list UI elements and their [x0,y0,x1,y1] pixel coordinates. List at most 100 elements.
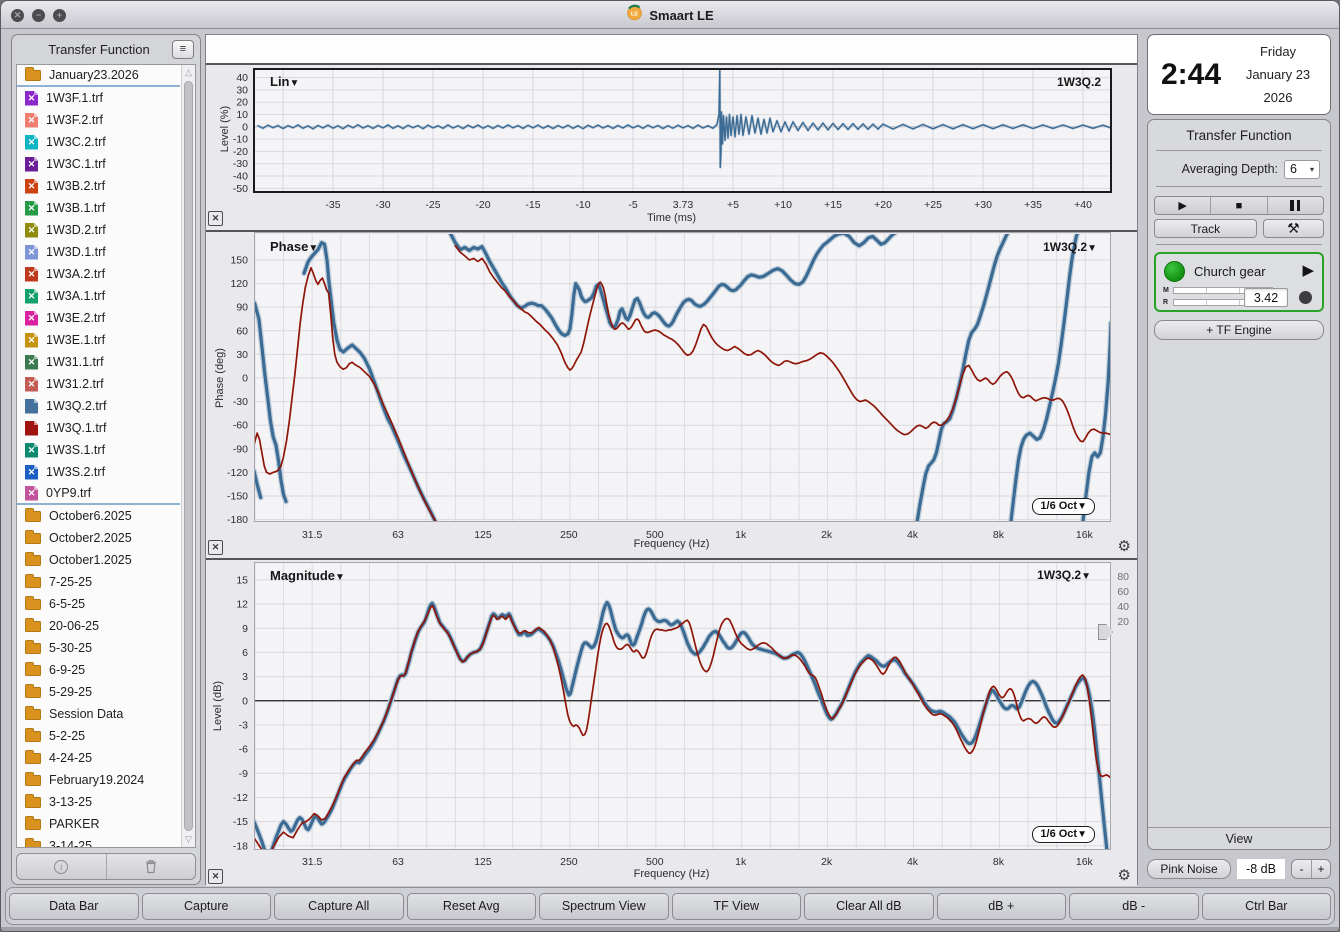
folder-icon [25,727,41,742]
list-item-folder[interactable]: 20-06-25 [17,615,180,637]
phase-chart-type-dropdown[interactable]: Phase▼ [270,239,319,254]
list-item-file[interactable]: ✕ 1W3B.2.trf [17,175,180,197]
list-item-folder[interactable]: October2.2025 [17,527,180,549]
lin-close-button[interactable]: ✕ [208,211,223,226]
close-window-icon[interactable]: ✕ [11,9,24,22]
list-item-file[interactable]: ✕ 1W31.1.trf [17,351,180,373]
list-item-file[interactable]: ✕ 1W3F.2.trf [17,109,180,131]
scroll-down-icon[interactable]: ▽ [185,834,192,844]
magnitude-close-button[interactable]: ✕ [208,869,223,884]
toolbar-button-db-[interactable]: dB - [1069,892,1199,920]
phase-octave-dropdown[interactable]: 1/6 Oct▼ [1032,498,1095,515]
svg-text:4k: 4k [907,856,919,868]
track-button[interactable]: Track [1154,219,1257,238]
folder-icon [25,771,41,786]
phase-chart[interactable]: 150 120 90 60 30 0 -30 -60 -90 -120 -150 -180 31.5 63… [206,232,1139,558]
list-item-file[interactable]: ✕ 1W3S.1.trf [17,439,180,461]
trf-file-icon [25,420,38,436]
view-button[interactable]: View [1148,827,1330,849]
phase-xlabel: Frequency (Hz) [633,538,710,550]
toolbar-button-data-bar[interactable]: Data Bar [9,892,139,920]
list-item-file[interactable]: 1W3Q.2.trf [17,395,180,417]
scroll-up-icon[interactable]: △ [185,67,192,77]
delete-button[interactable] [105,854,196,879]
svg-text:40: 40 [236,72,248,84]
minimize-window-icon[interactable]: − [32,9,45,22]
folder-icon [25,815,41,830]
tf-engine-church-gear[interactable]: Church gear ▶ M R 3.42 [1154,252,1324,312]
list-item-folder[interactable]: February19.2024 [17,769,180,791]
play-button[interactable]: ▶ [1155,197,1210,214]
magnitude-octave-dropdown[interactable]: 1/6 Oct▼ [1032,826,1095,843]
list-item-folder[interactable]: 7-25-25 [17,571,180,593]
info-button[interactable]: i [17,854,106,879]
list-item-file[interactable]: ✕ 1W31.2.trf [17,373,180,395]
level-minus-button[interactable]: - [1299,862,1304,876]
list-item-file[interactable]: ✕ 1W3B.1.trf [17,197,180,219]
folder-icon [25,639,41,654]
list-item-folder[interactable]: October6.2025 [17,505,180,527]
list-item-file[interactable]: ✕ 1W3D.1.trf [17,241,180,263]
toolbar-button-db-[interactable]: dB + [936,892,1066,920]
lin-chart-type-dropdown[interactable]: Lin▼ [270,74,300,89]
list-item-folder[interactable]: 3-13-25 [17,791,180,813]
list-item-file[interactable]: ✕ 1W3D.2.trf [17,219,180,241]
list-item-file[interactable]: ✕ 1W3C.2.trf [17,131,180,153]
list-item-file[interactable]: ✕ 1W3A.1.trf [17,285,180,307]
toolbar-button-ctrl-bar[interactable]: Ctrl Bar [1201,892,1331,920]
phase-close-button[interactable]: ✕ [208,540,223,555]
list-item-folder[interactable]: PARKER [17,813,180,835]
engine-delay-value[interactable]: 3.42 [1244,288,1288,307]
list-item-file[interactable]: ✕ 1W3E.2.trf [17,307,180,329]
magnitude-chart-type-dropdown[interactable]: Magnitude▼ [270,568,345,583]
right-scale-slider[interactable] [1098,624,1113,640]
file-list-scrollbar[interactable]: △ ▽ [181,65,195,847]
scrollbar-thumb[interactable] [184,81,193,831]
magnitude-settings-gear-icon[interactable]: ⚙ [1117,867,1131,884]
toolbar-button-spectrum-view[interactable]: Spectrum View [539,892,669,920]
pause-button[interactable] [1266,197,1323,214]
toolbar-button-clear-all-db[interactable]: Clear All dB [804,892,934,920]
tools-button[interactable]: ⚒ [1262,219,1324,238]
list-item-file[interactable]: ✕ 1W3A.2.trf [17,263,180,285]
averaging-depth-select[interactable]: 6 ▾ [1284,159,1320,179]
list-item-folder[interactable]: 5-2-25 [17,725,180,747]
zoom-window-icon[interactable]: + [53,9,66,22]
list-item-folder[interactable]: Session Data [17,703,180,725]
list-item-folder[interactable]: 6-5-25 [17,593,180,615]
toolbar-button-capture[interactable]: Capture [141,892,271,920]
sidebar-menu-button[interactable]: ≡ [172,39,194,59]
pink-noise-button[interactable]: Pink Noise [1147,859,1231,879]
list-item-file[interactable]: 1W3Q.1.trf [17,417,180,439]
list-item-folder[interactable]: 3-14-25 [17,835,180,847]
list-item-file[interactable]: ✕ 1W3F.1.trf [17,87,180,109]
svg-text:LE: LE [631,11,638,17]
list-item-folder[interactable]: 5-29-25 [17,681,180,703]
toolbar-button-tf-view[interactable]: TF View [671,892,801,920]
svg-text:12: 12 [236,599,248,611]
engine-play-icon[interactable]: ▶ [1302,262,1314,279]
list-item-file[interactable]: ✕ 1W3E.1.trf [17,329,180,351]
toolbar-button-capture-all[interactable]: Capture All [274,892,404,920]
list-item-folder[interactable]: 5-30-25 [17,637,180,659]
magnitude-trace-dropdown[interactable]: 1W3Q.2▼ [1037,568,1091,582]
list-item-file[interactable]: ✕ 0YP9.trf [17,483,180,505]
add-tf-engine-button[interactable]: + TF Engine [1154,320,1324,340]
list-item-folder[interactable]: 6-9-25 [17,659,180,681]
phase-trace-dropdown[interactable]: 1W3Q.2▼ [1043,240,1097,254]
svg-text:-18: -18 [233,840,248,852]
list-item-folder[interactable]: October1.2025 [17,549,180,571]
phase-settings-gear-icon[interactable]: ⚙ [1117,538,1131,555]
meter-r-label: R [1163,299,1169,306]
list-item-folder[interactable]: January23.2026 [17,65,180,87]
list-item-folder[interactable]: 4-24-25 [17,747,180,769]
lin-chart-section: 40 30 20 10 0 -10 -20 -30 -40 -50 -35 -30 -25 -20 -15-… [206,63,1137,230]
level-plus-button[interactable]: + [1311,860,1330,878]
svg-text:3.73: 3.73 [673,199,694,211]
toolbar-button-reset-avg[interactable]: Reset Avg [406,892,536,920]
stop-button[interactable]: ■ [1210,197,1266,214]
list-item-file[interactable]: ✕ 1W3C.1.trf [17,153,180,175]
list-item-file[interactable]: ✕ 1W3S.2.trf [17,461,180,483]
